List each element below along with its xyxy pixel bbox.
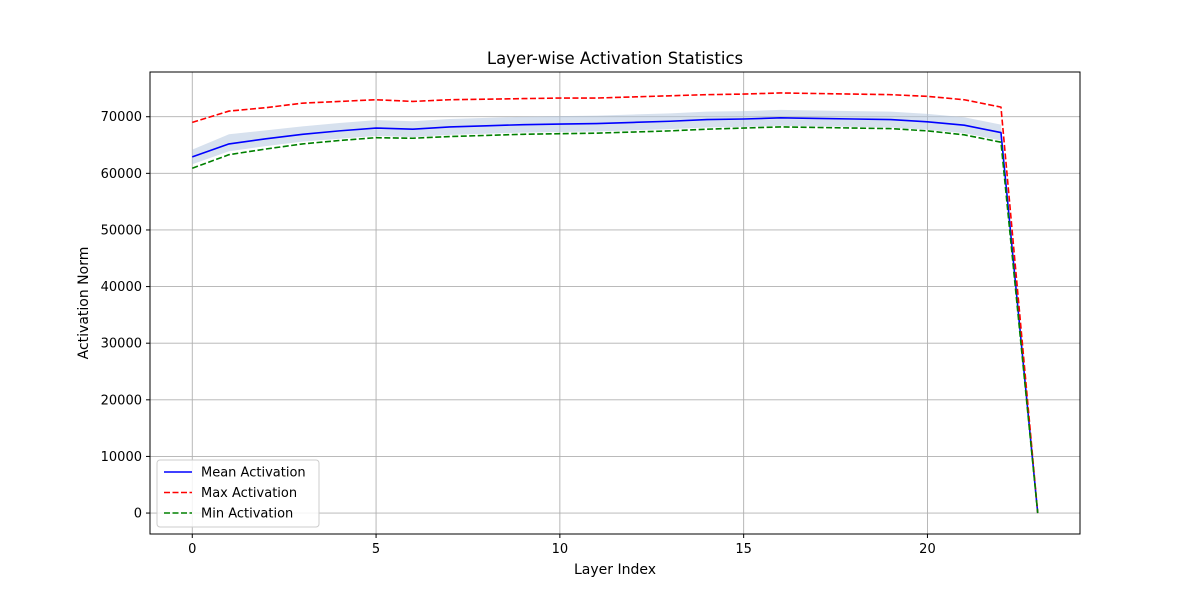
y-axis-label: Activation Norm (76, 247, 92, 360)
x-tick-label: 5 (372, 542, 380, 557)
x-axis: 0 5 10 15 20 (188, 534, 936, 557)
x-tick-label: 15 (735, 542, 752, 557)
x-tick-label: 10 (552, 542, 569, 557)
x-axis-label: Layer Index (574, 562, 656, 578)
y-tick-label: 60000 (101, 167, 142, 182)
legend-label-max-activation: Max Activation (201, 486, 297, 501)
y-tick-label: 10000 (101, 450, 142, 465)
series-lines (191, 92, 1039, 514)
legend-label-min-activation: Min Activation (201, 507, 293, 522)
x-tick-label: 0 (188, 542, 196, 557)
y-axis: 0 10000 20000 30000 40000 50000 60000 70000 (101, 110, 150, 522)
legend: Mean Activation Max Activation Min Activat… (156, 459, 320, 528)
chart-title: Layer-wise Activation Statistics (487, 49, 743, 68)
legend-label-mean-activation: Mean Activation (201, 466, 306, 481)
grid (150, 72, 1080, 534)
y-tick-label: 0 (134, 507, 142, 522)
plot-frame (149, 71, 1081, 535)
series-line-min-activation (191, 126, 1039, 514)
y-tick-label: 30000 (101, 337, 142, 352)
series-line-max-activation (192, 92, 1039, 514)
y-tick-label: 70000 (101, 110, 142, 125)
y-tick-label: 40000 (101, 280, 142, 295)
legend-box (156, 459, 320, 528)
y-tick-label: 20000 (101, 393, 142, 408)
series-line-mean-activation (192, 117, 1039, 514)
x-tick-label: 20 (919, 542, 936, 557)
y-tick-label: 50000 (101, 223, 142, 238)
